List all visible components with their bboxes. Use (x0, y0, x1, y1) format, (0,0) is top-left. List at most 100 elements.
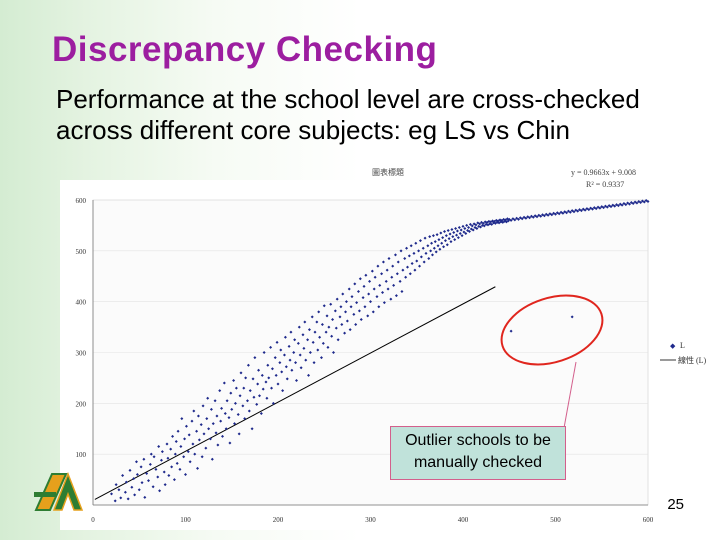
data-point (561, 211, 565, 215)
data-point (594, 207, 598, 211)
data-point (631, 202, 635, 206)
data-point (318, 335, 322, 339)
data-point (576, 209, 580, 213)
data-point (187, 433, 191, 437)
data-point (222, 381, 226, 385)
data-point (602, 206, 606, 210)
data-point (201, 404, 205, 408)
data-point (333, 309, 337, 313)
data-point (517, 217, 520, 221)
data-point (289, 330, 293, 334)
callout-pointer (563, 361, 577, 429)
data-point (123, 490, 127, 494)
data-point (124, 480, 128, 484)
x-tick-label: 300 (365, 516, 376, 524)
data-point (132, 477, 136, 481)
data-point (152, 455, 156, 459)
data-point (579, 209, 583, 213)
data-point (468, 222, 472, 226)
data-point (325, 314, 329, 318)
data-point (455, 229, 459, 233)
data-point (252, 395, 256, 399)
data-point (349, 305, 353, 309)
y-tick-labels: 100 200 300 400 500 600 (76, 197, 87, 459)
data-point (310, 315, 314, 319)
data-point (461, 224, 465, 228)
data-point (306, 338, 310, 342)
data-point (229, 391, 233, 395)
data-point (288, 358, 292, 362)
data-point (347, 287, 351, 291)
data-point (218, 389, 222, 393)
data-point (343, 331, 347, 335)
data-point (455, 233, 459, 237)
data-point (400, 290, 404, 293)
data-point (237, 432, 241, 436)
data-point (542, 214, 546, 218)
data-point (190, 419, 194, 423)
data-point (172, 478, 176, 482)
data-point (330, 334, 334, 338)
data-point (384, 279, 388, 283)
data-point (344, 310, 348, 314)
data-point (376, 264, 380, 268)
data-point (307, 328, 311, 332)
data-point (304, 358, 308, 362)
data-point (273, 356, 277, 360)
x-tick-label: 0 (91, 516, 95, 524)
data-point (572, 210, 576, 214)
data-point (149, 452, 153, 456)
data-point (283, 335, 287, 339)
data-point (157, 445, 161, 449)
data-point (475, 226, 479, 230)
data-point (256, 382, 260, 386)
data-point (418, 264, 422, 268)
data-point (385, 268, 389, 272)
data-point (167, 474, 171, 478)
data-point (225, 399, 229, 403)
data-point (591, 207, 594, 211)
data-point (392, 283, 396, 287)
data-point (375, 295, 379, 299)
data-point (624, 203, 628, 207)
data-point (404, 275, 408, 279)
data-point (345, 319, 349, 323)
slide-number: 25 (667, 496, 684, 513)
data-point (216, 443, 220, 447)
data-point (368, 279, 372, 283)
data-point (266, 363, 270, 367)
data-point (171, 434, 175, 438)
data-points (110, 199, 650, 503)
data-point (433, 240, 437, 244)
data-point (274, 373, 278, 377)
data-point (550, 213, 554, 217)
data-point (378, 283, 382, 287)
data-point (121, 474, 125, 478)
data-point (398, 279, 402, 283)
legend: ◆ L 線性 (L) (658, 332, 707, 372)
data-point (176, 429, 180, 433)
data-point (528, 216, 532, 220)
data-point (432, 246, 436, 250)
data-point (173, 452, 177, 456)
data-point (282, 353, 286, 357)
data-point (209, 407, 213, 411)
data-point (381, 260, 385, 264)
data-point (362, 284, 366, 288)
data-point (405, 246, 409, 250)
data-point (620, 203, 624, 207)
data-point (352, 312, 356, 316)
data-point (358, 277, 362, 281)
data-point (535, 215, 539, 219)
data-point (147, 479, 150, 483)
data-point (303, 320, 307, 324)
data-point (233, 401, 237, 405)
data-point (570, 315, 574, 319)
data-point (332, 351, 335, 354)
hkeaa-logo (34, 471, 84, 511)
data-point (367, 292, 371, 296)
data-point (428, 235, 432, 239)
data-point (257, 368, 261, 372)
data-point (635, 201, 639, 205)
data-point (340, 323, 344, 327)
